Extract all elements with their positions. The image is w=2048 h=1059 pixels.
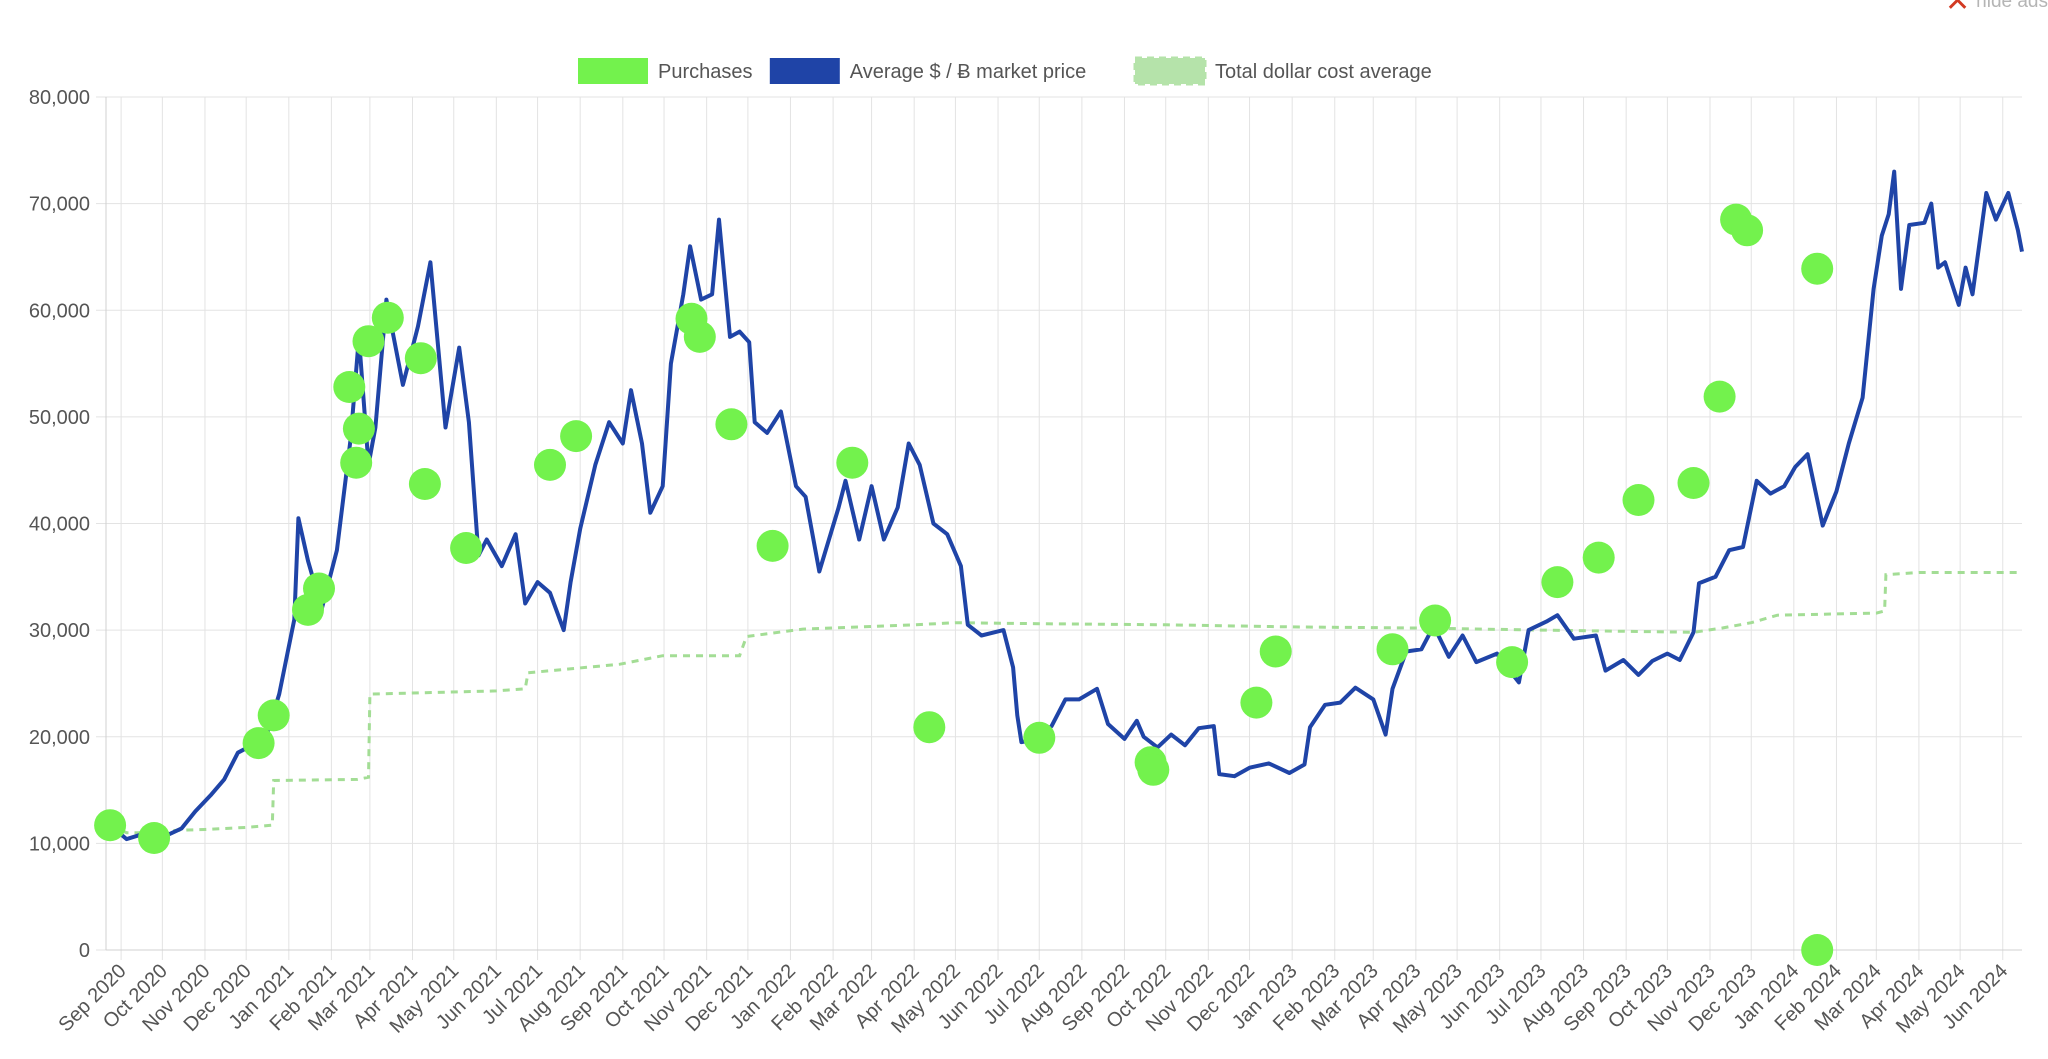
legend-label: Purchases — [658, 61, 753, 83]
dca-line — [109, 571, 2022, 835]
purchases-series — [94, 203, 1834, 966]
legend-swatch — [769, 58, 840, 84]
purchase-point — [913, 711, 946, 744]
legend-label: Average $ / Ƀ market price — [850, 61, 1086, 83]
hide-ads-button[interactable]: ✕ hide ads — [1945, 0, 2048, 18]
purchase-point — [1240, 686, 1273, 719]
hide-ads-label: hide ads — [1976, 0, 2048, 12]
purchase-point — [408, 468, 441, 500]
dca-series — [109, 571, 2022, 835]
close-icon: ✕ — [1945, 0, 1971, 18]
purchase-point — [1023, 721, 1056, 754]
price-line — [108, 169, 2024, 842]
purchase-point — [1801, 934, 1834, 966]
purchase-point — [333, 371, 366, 403]
purchase-point — [1419, 604, 1452, 637]
purchase-point — [534, 448, 566, 481]
purchase-point — [450, 532, 483, 564]
purchase-point — [1731, 214, 1764, 247]
purchase-point — [1703, 380, 1736, 413]
purchase-point — [1137, 753, 1170, 786]
purchase-point — [1677, 467, 1710, 499]
purchase-point — [1622, 484, 1655, 516]
y-tick-label: 80,000 — [29, 87, 90, 109]
purchase-point — [138, 822, 171, 854]
purchase-point — [1259, 635, 1292, 668]
purchase-point — [756, 529, 789, 562]
purchase-point — [683, 320, 716, 353]
purchase-point — [94, 809, 127, 842]
legend-swatch — [1133, 56, 1207, 86]
purchase-point — [303, 572, 335, 605]
purchase-point — [242, 727, 275, 760]
purchase-point — [1541, 566, 1574, 599]
purchase-point — [560, 420, 593, 453]
purchase-point — [1801, 252, 1834, 285]
purchase-point — [352, 325, 385, 358]
purchase-point — [715, 408, 748, 441]
purchase-point — [371, 301, 404, 334]
y-axis: 0 10,000 20,000 30,000 40,000 50,000 60,000 70,… — [29, 87, 90, 962]
purchase-point — [257, 699, 290, 732]
purchase-point — [404, 342, 437, 375]
chart-legend: Purchases Average $ / Ƀ market price Total… — [578, 56, 1432, 86]
price-series — [108, 169, 2024, 842]
y-tick-label: 70,000 — [29, 194, 90, 216]
y-tick-label: 60,000 — [29, 300, 90, 322]
purchase-point — [836, 446, 869, 479]
y-tick-label: 20,000 — [29, 727, 90, 749]
legend-swatch — [578, 58, 648, 84]
purchase-point — [1376, 633, 1409, 666]
purchase-point — [1582, 541, 1615, 574]
y-tick-label: 10,000 — [29, 833, 90, 855]
y-tick-label: 50,000 — [29, 407, 90, 429]
y-tick-label: 40,000 — [29, 514, 90, 536]
y-tick-label: 0 — [79, 940, 90, 962]
purchase-point — [342, 412, 375, 445]
y-tick-label: 30,000 — [29, 620, 90, 642]
purchase-point — [1496, 646, 1529, 679]
legend-label: Total dollar cost average — [1215, 61, 1432, 83]
purchase-point — [340, 446, 373, 479]
